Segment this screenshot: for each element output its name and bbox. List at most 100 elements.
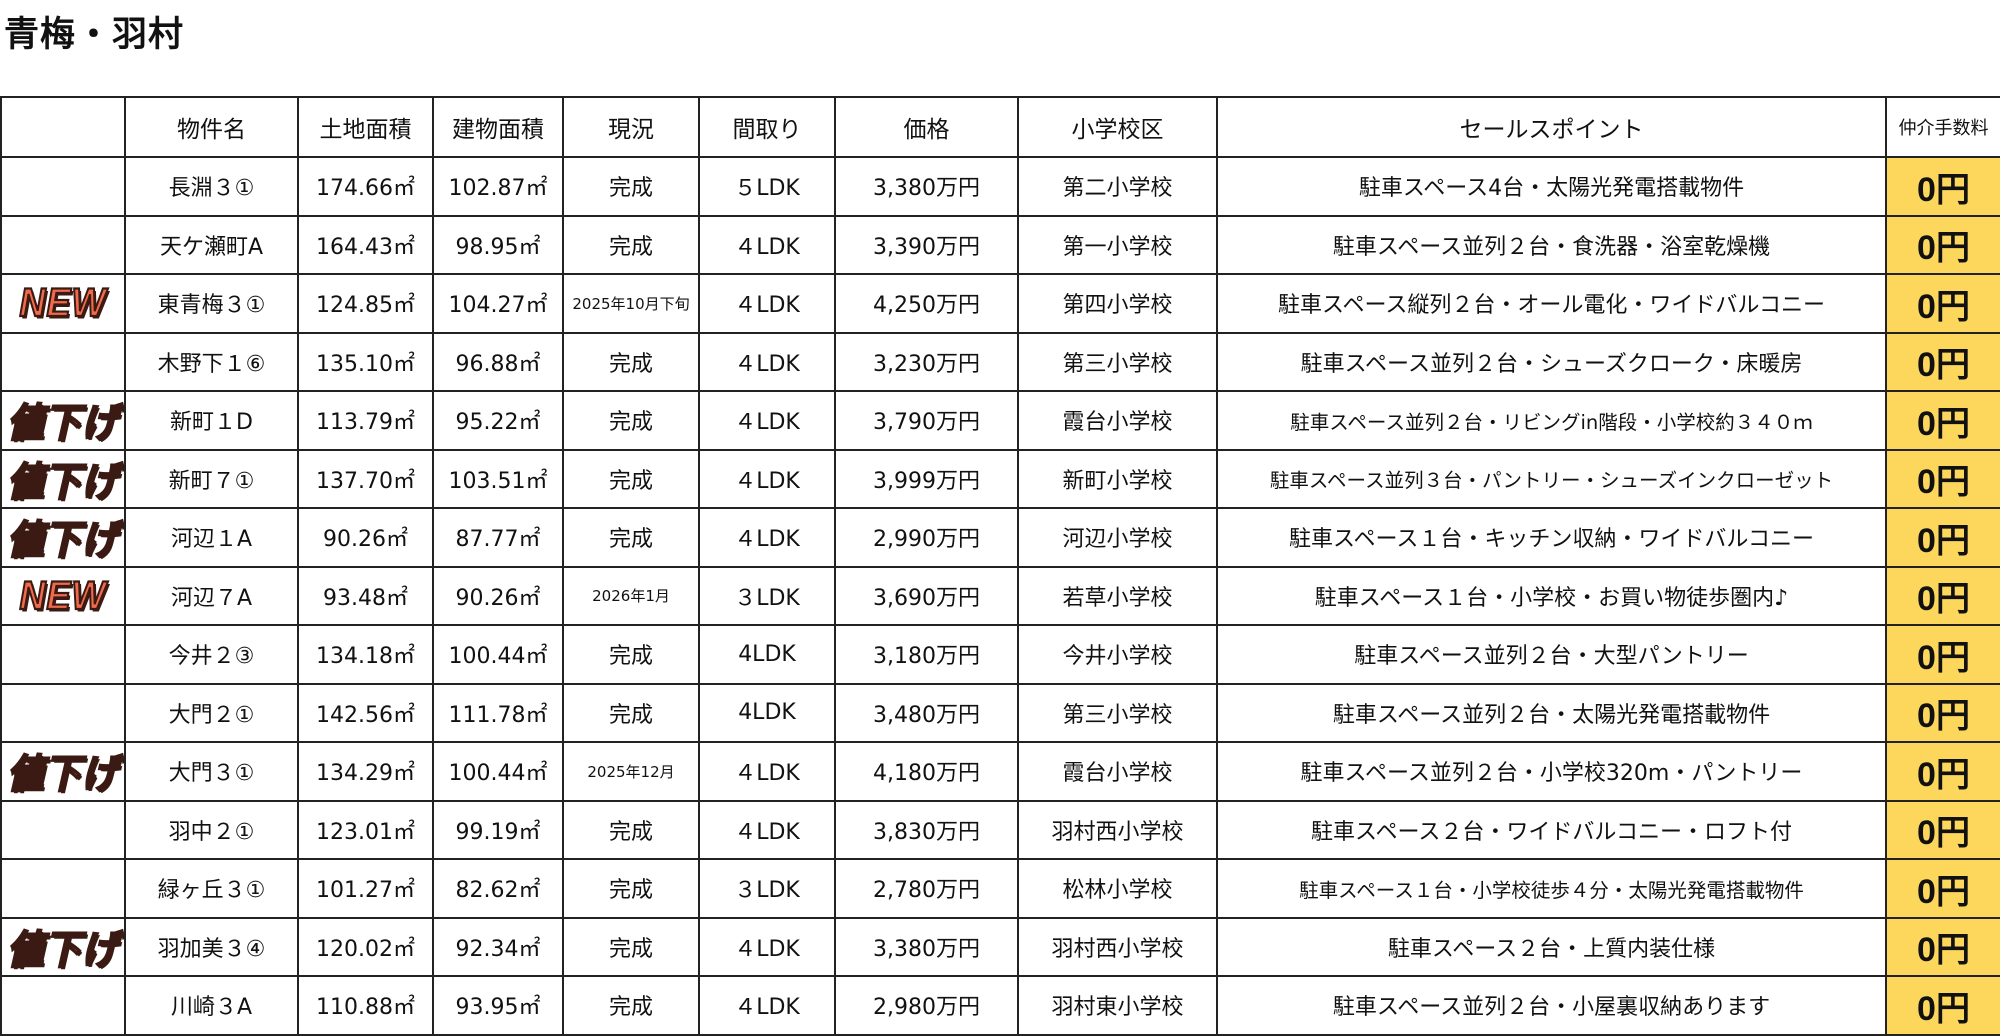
land-area: 101.27㎡	[297, 858, 434, 919]
price-drop-badge: 値下げ	[6, 926, 119, 973]
property-name: 川崎３A	[124, 975, 299, 1036]
sales-points: 駐車スペース並列２台・太陽光発電搭載物件	[1216, 682, 1887, 743]
badge-cell: NEW	[0, 565, 126, 626]
layout: ４LDK	[698, 916, 836, 977]
school-district: 松林小学校	[1017, 858, 1218, 919]
layout: ４LDK	[698, 331, 836, 392]
property-name: 天ケ瀬町A	[124, 214, 299, 275]
table-row[interactable]: 今井２③ 134.18㎡ 100.44㎡ 完成 4LDK 3,180万円 今井小学校 駐車スペ…	[0, 624, 2000, 685]
table-row[interactable]: 大門２① 142.56㎡ 111.78㎡ 完成 4LDK 3,480万円 第三小学校 駐車スペ…	[0, 682, 2000, 743]
status: 完成	[562, 448, 700, 509]
price: 3,690万円	[834, 565, 1019, 626]
table-row[interactable]: 木野下１⑥ 135.10㎡ 96.88㎡ 完成 ４LDK 3,230万円 第三小学校 駐車スペ…	[0, 331, 2000, 392]
sales-points: 駐車スペース並列２台・食洗器・浴室乾燥機	[1216, 214, 1887, 275]
building-area: 96.88㎡	[432, 331, 564, 392]
brokerage-fee: 0円	[1885, 975, 2000, 1036]
building-area: 82.62㎡	[432, 858, 564, 919]
table-row[interactable]: 緑ヶ丘３① 101.27㎡ 82.62㎡ 完成 ３LDK 2,780万円 松林小学校 駐車スペ…	[0, 858, 2000, 919]
header-fee: 仲介手数料	[1885, 96, 2000, 158]
badge-cell	[0, 682, 126, 743]
layout: ４LDK	[698, 975, 836, 1036]
price: 3,999万円	[834, 448, 1019, 509]
school-district: 第四小学校	[1017, 273, 1218, 334]
brokerage-fee: 0円	[1885, 858, 2000, 919]
sales-points: 駐車スペース並列２台・大型パントリー	[1216, 624, 1887, 685]
table-row[interactable]: 値下げ 河辺１A 90.26㎡ 87.77㎡ 完成 ４LDK 2,990万円 河辺小学校 駐車ス…	[0, 507, 2000, 568]
land-area: 124.85㎡	[297, 273, 434, 334]
price: 3,230万円	[834, 331, 1019, 392]
property-name: 東青梅３①	[124, 273, 299, 334]
land-area: 142.56㎡	[297, 682, 434, 743]
building-area: 111.78㎡	[432, 682, 564, 743]
land-area: 90.26㎡	[297, 507, 434, 568]
price: 4,180万円	[834, 741, 1019, 802]
brokerage-fee: 0円	[1885, 507, 2000, 568]
price-drop-badge: 値下げ	[6, 399, 119, 446]
property-name: 長淵３①	[124, 156, 299, 217]
table-row[interactable]: 値下げ 新町７① 137.70㎡ 103.51㎡ 完成 ４LDK 3,999万円 新町小学校駐…	[0, 448, 2000, 509]
school-district: 河辺小学校	[1017, 507, 1218, 568]
layout: ４LDK	[698, 273, 836, 334]
layout: ３LDK	[698, 565, 836, 626]
layout: ４LDK	[698, 390, 836, 451]
brokerage-fee: 0円	[1885, 799, 2000, 860]
table-row[interactable]: 長淵３① 174.66㎡ 102.87㎡ 完成 ５LDK 3,380万円 第二小学校 駐車スペ…	[0, 156, 2000, 217]
brokerage-fee: 0円	[1885, 214, 2000, 275]
table-row[interactable]: 羽中２① 123.01㎡ 99.19㎡ 完成 ４LDK 3,830万円 羽村西小学校 駐車スペ…	[0, 799, 2000, 860]
badge-cell: 値下げ	[0, 448, 126, 509]
status: 完成	[562, 624, 700, 685]
price: 3,480万円	[834, 682, 1019, 743]
building-area: 90.26㎡	[432, 565, 564, 626]
school-district: 羽村西小学校	[1017, 916, 1218, 977]
building-area: 99.19㎡	[432, 799, 564, 860]
land-area: 93.48㎡	[297, 565, 434, 626]
sales-points: 駐車スペース１台・小学校徒歩４分・太陽光発電搭載物件	[1216, 858, 1887, 919]
table-row[interactable]: 値下げ 大門３① 134.29㎡ 100.44㎡ 2025年12月 ４LDK 4,180万円…	[0, 741, 2000, 802]
sales-points: 駐車スペース２台・上質内装仕様	[1216, 916, 1887, 977]
land-area: 120.02㎡	[297, 916, 434, 977]
badge-cell: 値下げ	[0, 916, 126, 977]
table-row[interactable]: NEW 河辺７A 93.48㎡ 90.26㎡ 2026年1月 ３LDK 3,690万円 若草小…	[0, 565, 2000, 626]
brokerage-fee: 0円	[1885, 331, 2000, 392]
price: 2,990万円	[834, 507, 1019, 568]
table-row[interactable]: 天ケ瀬町A 164.43㎡ 98.95㎡ 完成 ４LDK 3,390万円 第一小学校 駐車スペ…	[0, 214, 2000, 275]
price: 3,390万円	[834, 214, 1019, 275]
table-row[interactable]: NEW 東青梅３① 124.85㎡ 104.27㎡ 2025年10月下旬 ４LDK 4,25…	[0, 273, 2000, 334]
price: 2,780万円	[834, 858, 1019, 919]
land-area: 174.66㎡	[297, 156, 434, 217]
price: 2,980万円	[834, 975, 1019, 1036]
school-district: 羽村西小学校	[1017, 799, 1218, 860]
brokerage-fee: 0円	[1885, 565, 2000, 626]
table-row[interactable]: 値下げ 羽加美３④ 120.02㎡ 92.34㎡ 完成 ４LDK 3,380万円 羽村西小学校…	[0, 916, 2000, 977]
status: 完成	[562, 214, 700, 275]
building-area: 95.22㎡	[432, 390, 564, 451]
property-name: 木野下１⑥	[124, 331, 299, 392]
badge-cell	[0, 624, 126, 685]
status: 2026年1月	[562, 565, 700, 626]
building-area: 104.27㎡	[432, 273, 564, 334]
header-land-area: 土地面積	[297, 96, 434, 158]
status: 完成	[562, 799, 700, 860]
sales-points: 駐車スペース並列３台・パントリー・シューズインクローゼット	[1216, 448, 1887, 509]
building-area: 100.44㎡	[432, 741, 564, 802]
brokerage-fee: 0円	[1885, 624, 2000, 685]
land-area: 113.79㎡	[297, 390, 434, 451]
brokerage-fee: 0円	[1885, 916, 2000, 977]
table-row[interactable]: 川崎３A 110.88㎡ 93.95㎡ 完成 ４LDK 2,980万円 羽村東小学校 駐車スペ…	[0, 975, 2000, 1036]
property-name: 今井２③	[124, 624, 299, 685]
school-district: 第二小学校	[1017, 156, 1218, 217]
layout: ５LDK	[698, 156, 836, 217]
layout: ３LDK	[698, 858, 836, 919]
badge-cell: NEW	[0, 273, 126, 334]
status: 2025年12月	[562, 741, 700, 802]
table-row[interactable]: 値下げ 新町１D 113.79㎡ 95.22㎡ 完成 ４LDK 3,790万円 霞台小学校 駐車…	[0, 390, 2000, 451]
school-district: 霞台小学校	[1017, 741, 1218, 802]
property-table: 物件名 土地面積 建物面積 現況 間取り 価格 小学校区 セールスポイント 仲介…	[0, 96, 2000, 1036]
building-area: 93.95㎡	[432, 975, 564, 1036]
land-area: 110.88㎡	[297, 975, 434, 1036]
price: 3,830万円	[834, 799, 1019, 860]
sales-points: 駐車スペース縦列２台・オール電化・ワイドバルコニー	[1216, 273, 1887, 334]
status: 完成	[562, 858, 700, 919]
badge-cell: 値下げ	[0, 507, 126, 568]
brokerage-fee: 0円	[1885, 273, 2000, 334]
